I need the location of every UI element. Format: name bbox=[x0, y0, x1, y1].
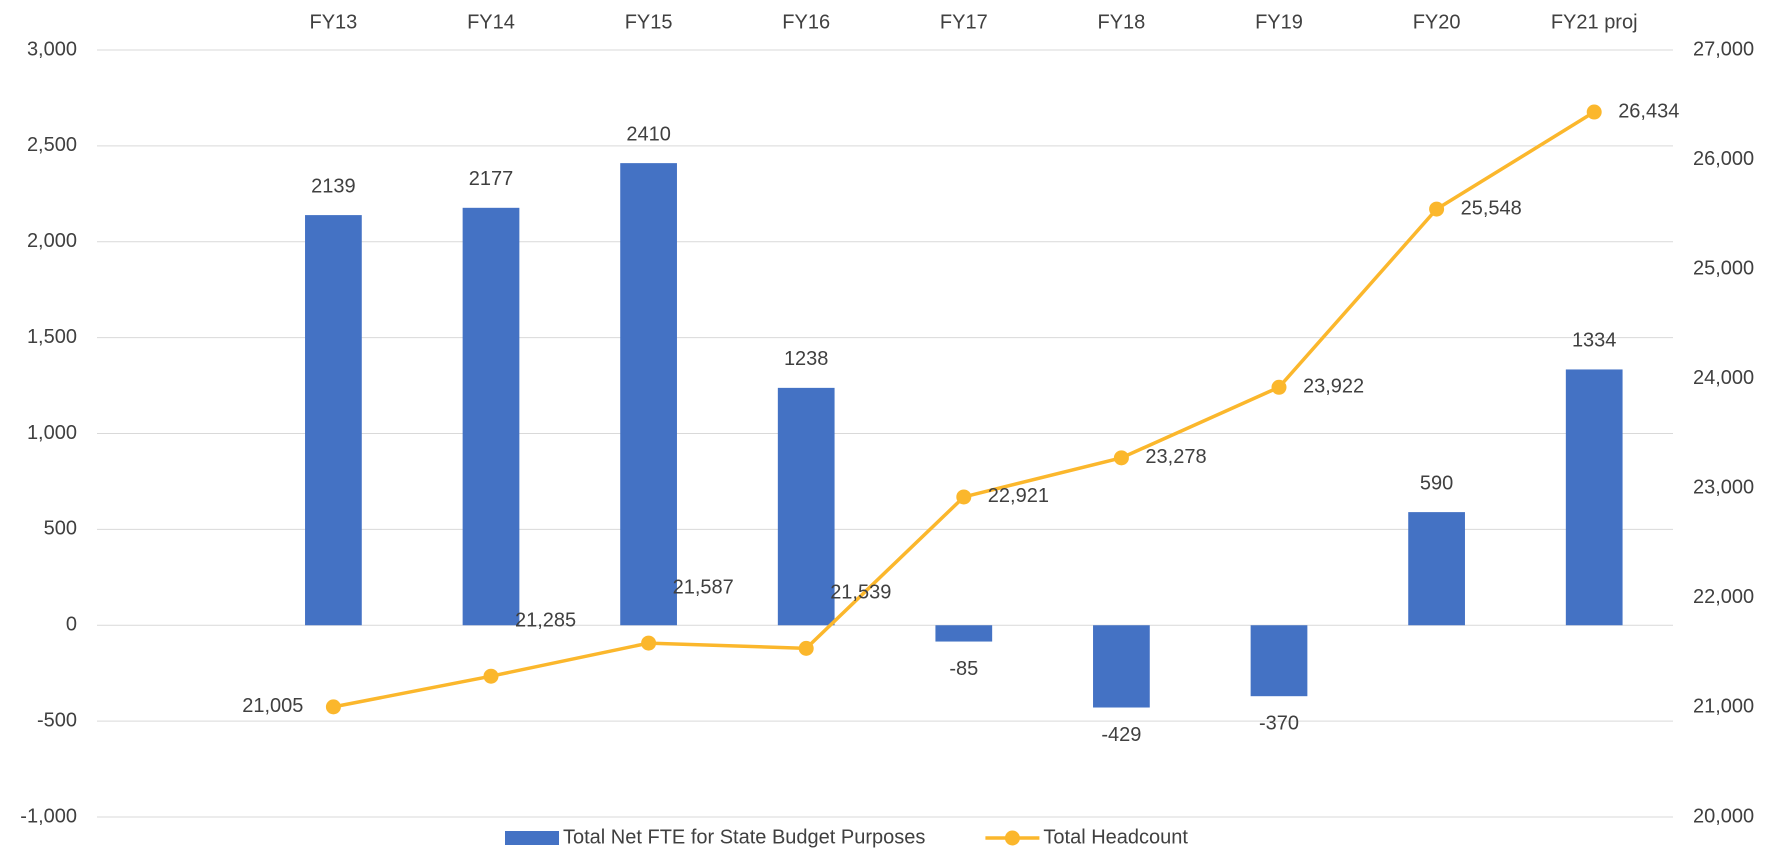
y-tick-label: -500 bbox=[37, 709, 77, 731]
line-point bbox=[1586, 104, 1602, 120]
line-point bbox=[1113, 450, 1129, 466]
line-value-label: 26,434 bbox=[1618, 100, 1679, 122]
bar bbox=[462, 207, 520, 626]
line-value-label: 21,587 bbox=[673, 576, 734, 598]
bar-value-label: 590 bbox=[1420, 472, 1453, 494]
y-tick-label: 1,000 bbox=[27, 422, 77, 444]
line-point bbox=[1271, 379, 1287, 395]
x-tick-label: FY16 bbox=[782, 11, 830, 33]
bar bbox=[620, 163, 677, 626]
line-value-label: 21,285 bbox=[515, 609, 576, 631]
line-value-label: 25,548 bbox=[1461, 197, 1522, 219]
x-tick-label: FY20 bbox=[1413, 11, 1461, 33]
bar bbox=[1093, 625, 1150, 708]
bar-value-label: 2410 bbox=[626, 123, 671, 145]
line-point bbox=[641, 635, 657, 651]
bar-value-label: 2139 bbox=[311, 175, 356, 197]
bar-value-label: -370 bbox=[1259, 712, 1299, 734]
line-value-label: 21,005 bbox=[242, 695, 303, 717]
y-tick-label: 500 bbox=[44, 518, 77, 540]
y2-tick-label: 26,000 bbox=[1693, 148, 1754, 170]
y-tick-label: -1,000 bbox=[20, 805, 77, 827]
bar bbox=[305, 215, 362, 626]
line-value-label: 23,278 bbox=[1145, 446, 1206, 468]
legend-swatch bbox=[505, 831, 559, 845]
y2-tick-label: 21,000 bbox=[1693, 696, 1754, 718]
y2-tick-label: 20,000 bbox=[1693, 805, 1754, 827]
line-point bbox=[1429, 201, 1445, 217]
y2-tick-label: 23,000 bbox=[1693, 477, 1754, 499]
y2-tick-label: 22,000 bbox=[1693, 586, 1754, 608]
bar-value-label: -429 bbox=[1101, 724, 1141, 746]
bar bbox=[1250, 625, 1308, 697]
bar bbox=[1565, 369, 1623, 626]
line-point bbox=[325, 699, 341, 715]
bar-value-label: 1238 bbox=[784, 348, 829, 370]
legend-label: Total Net FTE for State Budget Purposes bbox=[563, 826, 925, 848]
bar bbox=[1408, 512, 1465, 626]
line-value-label: 22,921 bbox=[988, 485, 1049, 507]
y-tick-label: 1,500 bbox=[27, 326, 77, 348]
x-tick-label: FY18 bbox=[1097, 11, 1145, 33]
y2-tick-label: 25,000 bbox=[1693, 257, 1754, 279]
bar-value-label: -85 bbox=[949, 658, 978, 680]
x-tick-label: FY13 bbox=[309, 11, 357, 33]
legend-swatch bbox=[1004, 830, 1020, 846]
y-tick-label: 2,500 bbox=[27, 134, 77, 156]
x-tick-label: FY21 proj bbox=[1551, 11, 1638, 33]
bar bbox=[935, 625, 993, 642]
y2-tick-label: 27,000 bbox=[1693, 38, 1754, 60]
line-value-label: 21,539 bbox=[830, 582, 891, 604]
y-tick-label: 3,000 bbox=[27, 38, 77, 60]
x-tick-label: FY14 bbox=[467, 11, 515, 33]
x-tick-label: FY19 bbox=[1255, 11, 1303, 33]
line-value-label: 23,922 bbox=[1303, 376, 1364, 398]
y-tick-label: 2,000 bbox=[27, 230, 77, 252]
line-point bbox=[956, 489, 972, 505]
y-tick-label: 0 bbox=[66, 614, 77, 636]
legend-label: Total Headcount bbox=[1043, 826, 1188, 848]
bar-value-label: 1334 bbox=[1572, 330, 1617, 352]
y2-tick-label: 24,000 bbox=[1693, 367, 1754, 389]
line-point bbox=[483, 668, 499, 684]
bar bbox=[777, 387, 835, 626]
x-tick-label: FY17 bbox=[940, 11, 988, 33]
line-point bbox=[798, 640, 814, 656]
x-tick-label: FY15 bbox=[625, 11, 673, 33]
bar-value-label: 2177 bbox=[469, 168, 514, 190]
